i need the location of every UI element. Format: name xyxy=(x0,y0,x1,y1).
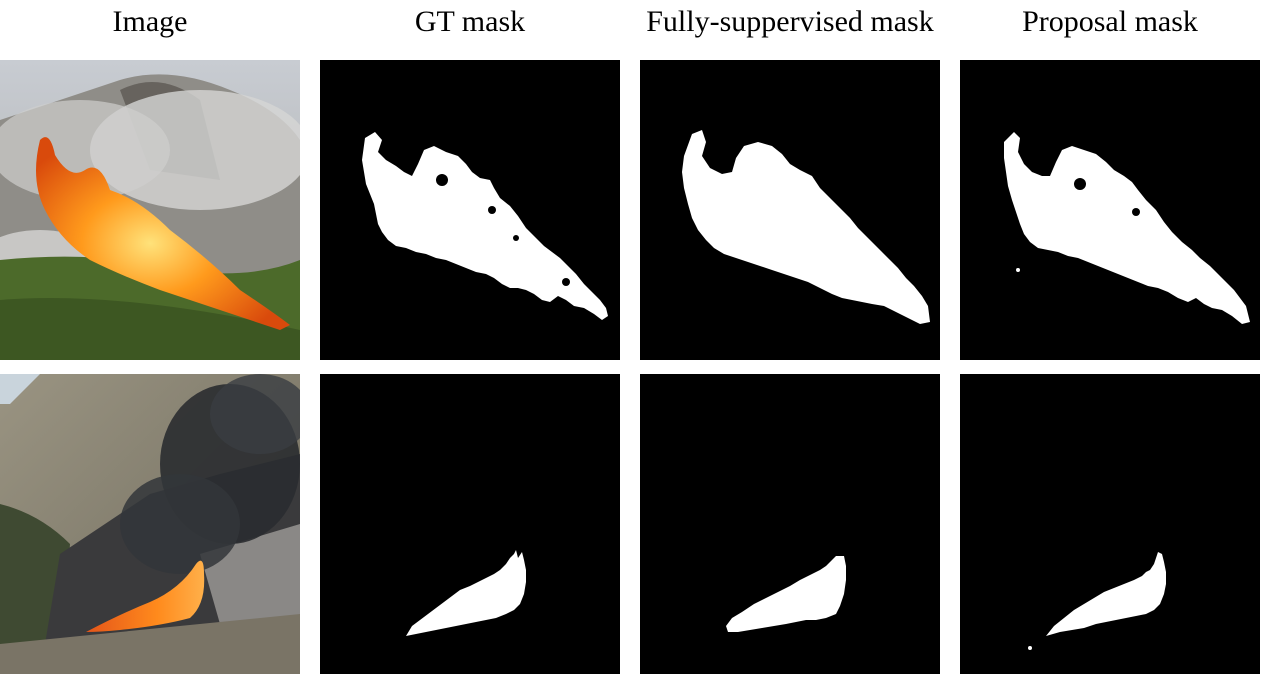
column-header-image: Image xyxy=(112,5,188,38)
row1-image xyxy=(0,60,300,360)
wildfire-photo-1 xyxy=(0,60,300,360)
column-header-gt-mask: GT mask xyxy=(414,5,526,38)
row1-gt-mask xyxy=(320,60,620,360)
row2-fully-supervised-mask xyxy=(640,374,940,674)
fully-supervised-mask-2 xyxy=(726,556,846,632)
row2-proposal-mask xyxy=(960,374,1260,674)
gt-mask-1 xyxy=(362,132,608,320)
proposal-mask-1 xyxy=(1004,132,1250,324)
proposal-mask-2 xyxy=(1028,552,1166,650)
wildfire-photo-2 xyxy=(0,374,300,674)
column-header-proposal-mask: Proposal mask xyxy=(1022,5,1198,38)
row2-gt-mask xyxy=(320,374,620,674)
fully-supervised-mask-1 xyxy=(682,130,930,324)
column-header-fully-supervised-mask: Fully-suppervised mask xyxy=(646,5,934,38)
gt-mask-2 xyxy=(406,550,526,636)
row2-image xyxy=(0,374,300,674)
row1-fully-supervised-mask xyxy=(640,60,940,360)
row1-proposal-mask xyxy=(960,60,1260,360)
